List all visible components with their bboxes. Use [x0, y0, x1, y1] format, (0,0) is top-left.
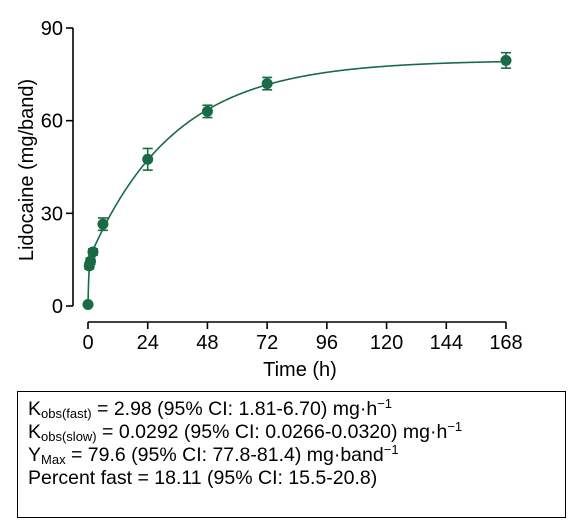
param-value: = 2.98 (95% CI: 1.81-6.70) mg·h	[91, 398, 378, 420]
y-tick-label: 60	[41, 111, 63, 133]
x-axis-label: Time (h)	[263, 359, 337, 381]
fit-param-line: YMax = 79.6 (95% CI: 77.8-81.4) mg·band−…	[28, 442, 565, 467]
x-tick-label: 96	[316, 332, 338, 354]
y-tick-label: 0	[52, 296, 63, 318]
data-point	[84, 255, 96, 267]
axes: 0 30 60 90 0 24 48 72 96 120 144 168	[41, 18, 523, 354]
param-exponent: −1	[447, 419, 463, 434]
x-tick-label: 168	[489, 332, 522, 354]
y-tick-label: 30	[41, 203, 63, 225]
x-tick-label: 144	[430, 332, 463, 354]
x-tick-label: 72	[256, 332, 278, 354]
x-tick-label: 24	[137, 332, 159, 354]
param-exponent: −1	[377, 396, 393, 411]
fit-parameters-box: Kobs(fast) = 2.98 (95% CI: 1.81-6.70) mg…	[17, 391, 566, 518]
param-text: Percent fast = 18.11 (95% CI: 15.5-20.8)	[28, 467, 378, 489]
param-symbol: Y	[28, 444, 42, 466]
y-axis-label: Lidocaine (mg/band)	[16, 79, 38, 261]
fit-param-line: Percent fast = 18.11 (95% CI: 15.5-20.8)	[28, 467, 565, 490]
fit-param-line: Kobs(fast) = 2.98 (95% CI: 1.81-6.70) mg…	[28, 396, 565, 421]
fit-curve-layer	[87, 60, 507, 307]
param-subscript: obs(slow)	[41, 429, 97, 444]
x-tick-label: 48	[196, 332, 218, 354]
param-value: = 79.6 (95% CI: 77.8-81.4) mg·band	[65, 444, 384, 466]
data-point	[201, 105, 213, 117]
x-tick-label: 0	[82, 332, 93, 354]
data-point	[261, 78, 273, 90]
data-point	[87, 246, 99, 258]
fit-curve	[87, 60, 507, 307]
param-symbol: K	[28, 398, 42, 420]
data-points-layer	[82, 51, 512, 310]
data-point	[82, 298, 94, 310]
data-point	[500, 54, 512, 66]
param-subscript: obs(fast)	[41, 406, 92, 421]
param-exponent: −1	[383, 442, 399, 457]
x-tick-label: 120	[370, 332, 403, 354]
fit-param-line: Kobs(slow) = 0.0292 (95% CI: 0.0266-0.03…	[28, 419, 565, 444]
data-point	[142, 153, 154, 165]
param-symbol: K	[28, 421, 42, 443]
data-point	[97, 218, 109, 230]
param-value: = 0.0292 (95% CI: 0.0266-0.0320) mg·h	[96, 421, 448, 443]
chart: 0 30 60 90 0 24 48 72 96 120 144 168 Time (h) Lidoc…	[16, 18, 523, 381]
param-subscript: Max	[41, 452, 66, 467]
y-tick-label: 90	[41, 18, 63, 40]
